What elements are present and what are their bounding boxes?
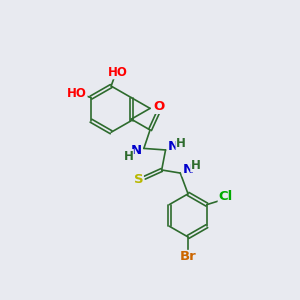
Text: Br: Br — [180, 250, 196, 263]
Text: N: N — [182, 163, 194, 176]
Text: S: S — [134, 173, 143, 186]
Text: H: H — [191, 159, 201, 172]
Text: H: H — [176, 137, 186, 150]
Text: HO: HO — [67, 87, 87, 100]
Text: N: N — [168, 140, 179, 153]
Text: HO: HO — [107, 66, 127, 79]
Text: Cl: Cl — [218, 190, 233, 203]
Text: O: O — [154, 100, 165, 113]
Text: N: N — [130, 144, 142, 157]
Text: H: H — [123, 150, 133, 163]
